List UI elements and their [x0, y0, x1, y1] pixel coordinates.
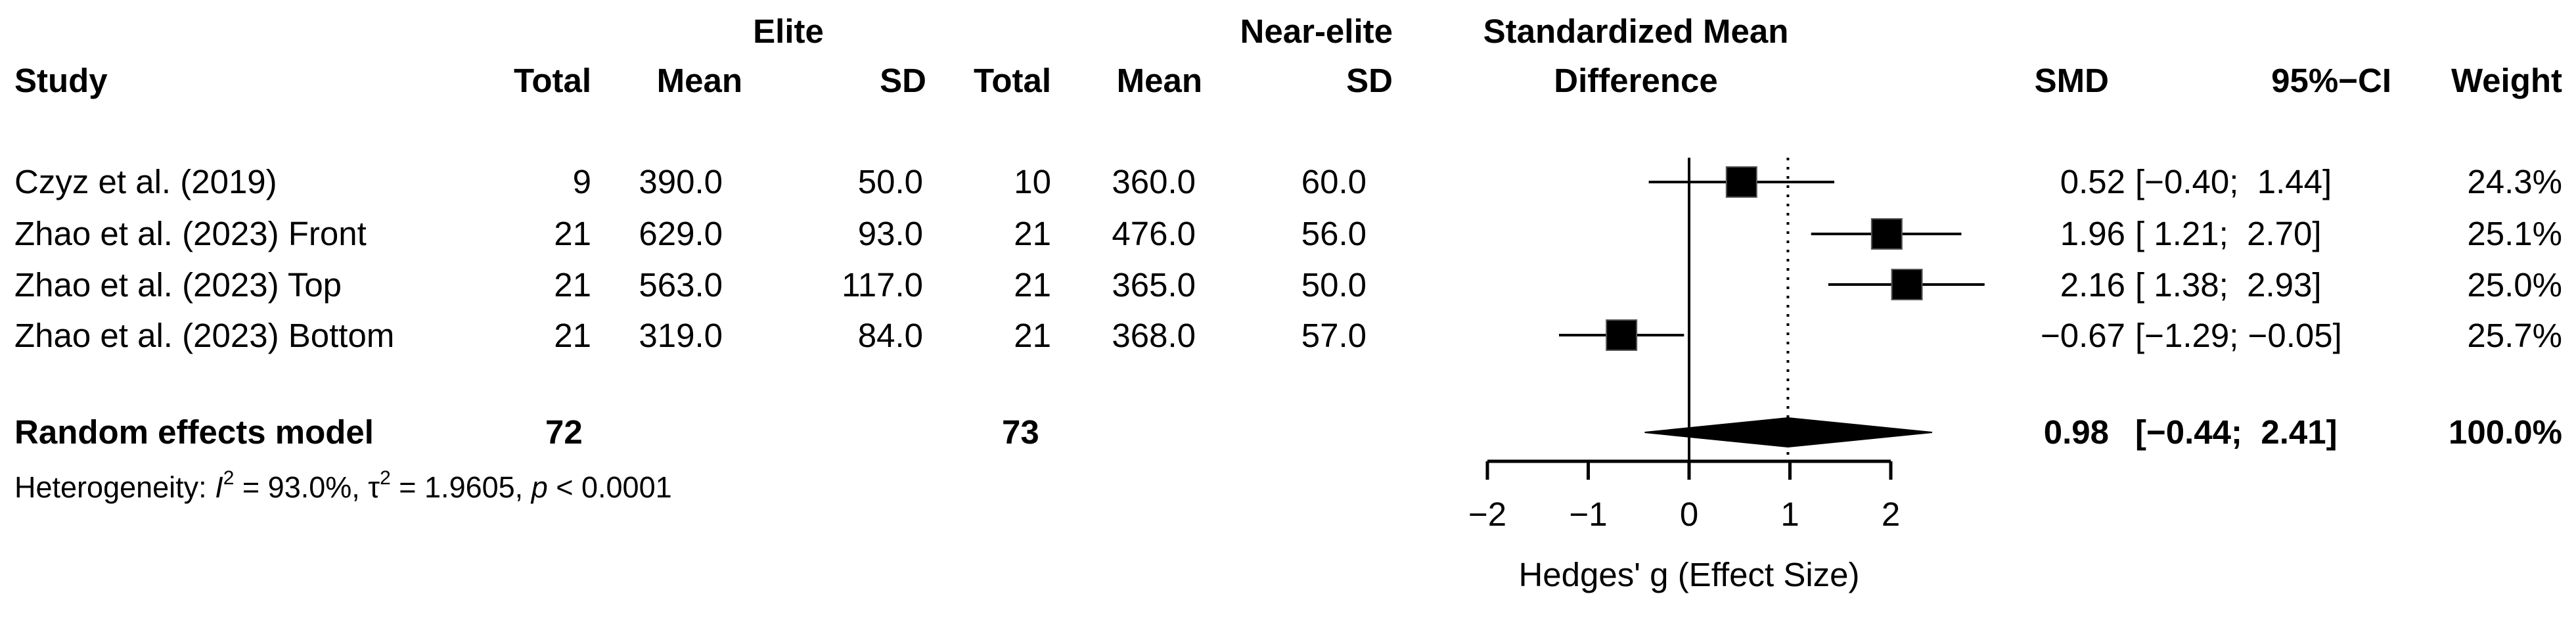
pooled-diamond	[1644, 417, 1933, 448]
study-name: Zhao et al. (2023) Bottom	[14, 317, 395, 354]
near-sd: 57.0	[1301, 317, 1367, 354]
near-sd: 60.0	[1301, 163, 1367, 200]
het-p-value: < 0.0001	[547, 470, 672, 504]
group2-header: Near-elite	[1240, 12, 1393, 50]
elite-mean-header: Mean	[656, 62, 742, 99]
elite-sd-header: SD	[880, 62, 926, 99]
study-smd: 2.16	[2060, 266, 2125, 304]
pooled-label: Random effects model	[14, 413, 374, 451]
x-tick-label: 1	[1780, 495, 1799, 533]
pooled-near-total: 73	[1002, 413, 1039, 451]
x-tick-label: 2	[1882, 495, 1900, 533]
ci-header: 95%−CI	[2271, 62, 2391, 99]
elite-mean: 390.0	[639, 163, 723, 200]
study-effect-square	[1725, 166, 1757, 198]
x-axis-label: Hedges' g (Effect Size)	[1518, 556, 1859, 593]
study-smd: −0.67	[2040, 317, 2125, 354]
study-weight: 25.0%	[2467, 266, 2562, 304]
plot-title-line1: Standardized Mean	[1483, 12, 1789, 50]
pooled-weight: 100.0%	[2449, 413, 2562, 451]
near-mean: 476.0	[1112, 215, 1196, 252]
study-weight: 24.3%	[2467, 163, 2562, 200]
study-ci: [−0.40; 1.44]	[2135, 163, 2332, 200]
near-sd: 56.0	[1301, 215, 1367, 252]
near-total: 10	[1014, 163, 1051, 200]
elite-mean: 563.0	[639, 266, 723, 304]
x-tick-label: −2	[1468, 495, 1506, 533]
elite-total: 21	[554, 266, 591, 304]
het-i2-value: = 93.0%,	[234, 470, 369, 504]
near-total-header: Total	[973, 62, 1051, 99]
study-ci: [−1.29; −0.05]	[2135, 317, 2342, 354]
elite-total: 9	[572, 163, 591, 200]
weight-header: Weight	[2451, 62, 2562, 99]
heterogeneity-line: Heterogeneity: I2 = 93.0%, τ2 = 1.9605, …	[14, 467, 672, 505]
het-prefix: Heterogeneity:	[14, 470, 215, 504]
pooled-smd: 0.98	[2043, 413, 2109, 451]
study-weight: 25.1%	[2467, 215, 2562, 252]
study-name: Zhao et al. (2023) Front	[14, 215, 367, 252]
near-total: 21	[1014, 317, 1051, 354]
plot-title-line2: Difference	[1554, 62, 1718, 99]
elite-sd: 84.0	[857, 317, 923, 354]
het-p-label: p	[531, 470, 548, 504]
near-total: 21	[1014, 215, 1051, 252]
elite-total: 21	[554, 317, 591, 354]
het-tau2-label: τ	[368, 470, 380, 504]
study-ci: [ 1.21; 2.70]	[2135, 215, 2322, 252]
near-mean: 365.0	[1112, 266, 1196, 304]
study-effect-square	[1606, 319, 1638, 351]
elite-total: 21	[554, 215, 591, 252]
elite-mean: 319.0	[639, 317, 723, 354]
near-total: 21	[1014, 266, 1051, 304]
smd-header: SMD	[2034, 62, 2109, 99]
het-i2-label: I	[215, 470, 223, 504]
near-sd-header: SD	[1346, 62, 1393, 99]
study-weight: 25.7%	[2467, 317, 2562, 354]
study-smd: 0.52	[2060, 163, 2125, 200]
study-name: Zhao et al. (2023) Top	[14, 266, 342, 304]
pooled-elite-total: 72	[545, 413, 583, 451]
elite-sd: 50.0	[857, 163, 923, 200]
study-effect-square	[1870, 218, 1903, 250]
group1-header: Elite	[753, 12, 824, 50]
study-ci: [ 1.38; 2.93]	[2135, 266, 2322, 304]
elite-sd: 93.0	[857, 215, 923, 252]
elite-sd: 117.0	[842, 266, 923, 304]
pooled-ci: [−0.44; 2.41]	[2135, 413, 2338, 451]
x-tick-label: −1	[1569, 495, 1607, 533]
study-smd: 1.96	[2060, 215, 2125, 252]
het-tau2-value: = 1.9605,	[390, 470, 531, 504]
near-mean: 360.0	[1112, 163, 1196, 200]
study-header: Study	[14, 62, 108, 99]
elite-total-header: Total	[513, 62, 591, 99]
elite-mean: 629.0	[639, 215, 723, 252]
near-mean-header: Mean	[1116, 62, 1202, 99]
study-name: Czyz et al. (2019)	[14, 163, 277, 200]
x-tick-label: 0	[1680, 495, 1698, 533]
near-sd: 50.0	[1301, 266, 1367, 304]
near-mean: 368.0	[1112, 317, 1196, 354]
study-effect-square	[1891, 269, 1923, 300]
